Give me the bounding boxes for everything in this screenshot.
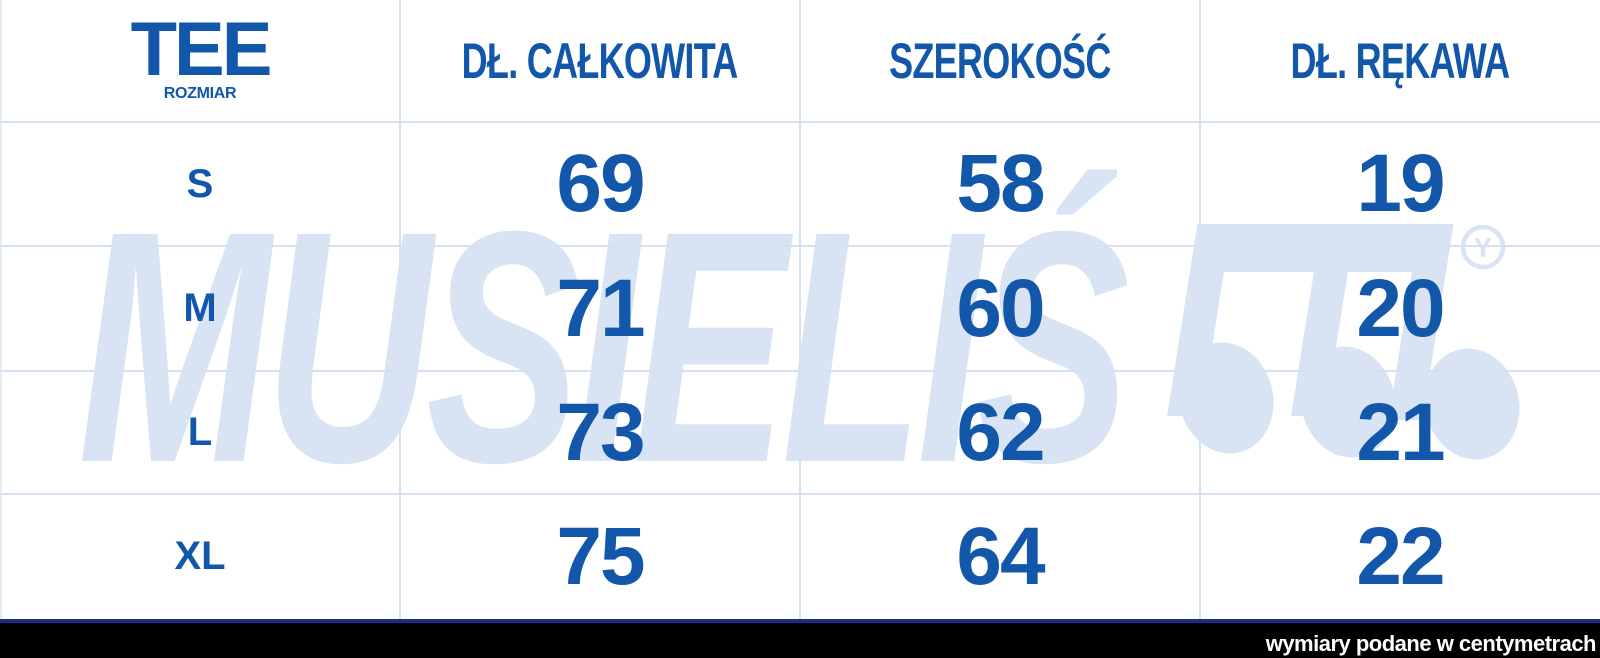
table-title: TEE xyxy=(130,7,273,93)
value-m-width: 60 xyxy=(956,262,1045,354)
value-xl-total-length: 75 xyxy=(556,510,645,602)
beamed-notes-icon xyxy=(1167,224,1454,420)
value-l-width: 62 xyxy=(956,386,1045,478)
footer-divider xyxy=(0,619,1600,623)
column-header-width: SZEROKOŚĆ xyxy=(889,33,1111,89)
value-l-sleeve-length: 21 xyxy=(1356,386,1445,478)
value-s-width: 58 xyxy=(956,138,1045,229)
watermark-text: MUSIELIŚ xyxy=(78,163,1131,531)
value-xl-sleeve-length: 22 xyxy=(1356,510,1445,602)
column-header-total-length: DŁ. CAŁKOWITA xyxy=(462,33,739,89)
value-m-total-length: 71 xyxy=(556,262,645,354)
size-label-s: S xyxy=(186,161,214,206)
table-title-cell: TEE ROZMIAR xyxy=(0,0,400,122)
size-label-l: L xyxy=(187,410,213,454)
size-label-m: M xyxy=(183,286,217,330)
footer-bar: wymiary podane w centymetrach xyxy=(0,623,1600,658)
value-m-sleeve-length: 20 xyxy=(1356,262,1445,354)
svg-text:Y: Y xyxy=(1474,232,1493,263)
trademark-y-icon: Y xyxy=(1460,224,1506,270)
value-xl-width: 64 xyxy=(956,510,1045,602)
size-label-xl: XL xyxy=(174,534,226,578)
units-note: wymiary podane w centymetrach xyxy=(1265,631,1597,656)
value-s-sleeve-length: 19 xyxy=(1356,138,1445,229)
value-s-total-length: 69 xyxy=(556,138,645,229)
column-header-sleeve-length: DŁ. RĘKAWA xyxy=(1290,33,1511,89)
size-table: TEE ROZMIAR DŁ. CAŁKOWITA SZEROKOŚĆ DŁ. … xyxy=(0,0,1511,602)
table-subtitle: ROZMIAR xyxy=(163,84,237,102)
value-l-total-length: 73 xyxy=(556,386,645,478)
